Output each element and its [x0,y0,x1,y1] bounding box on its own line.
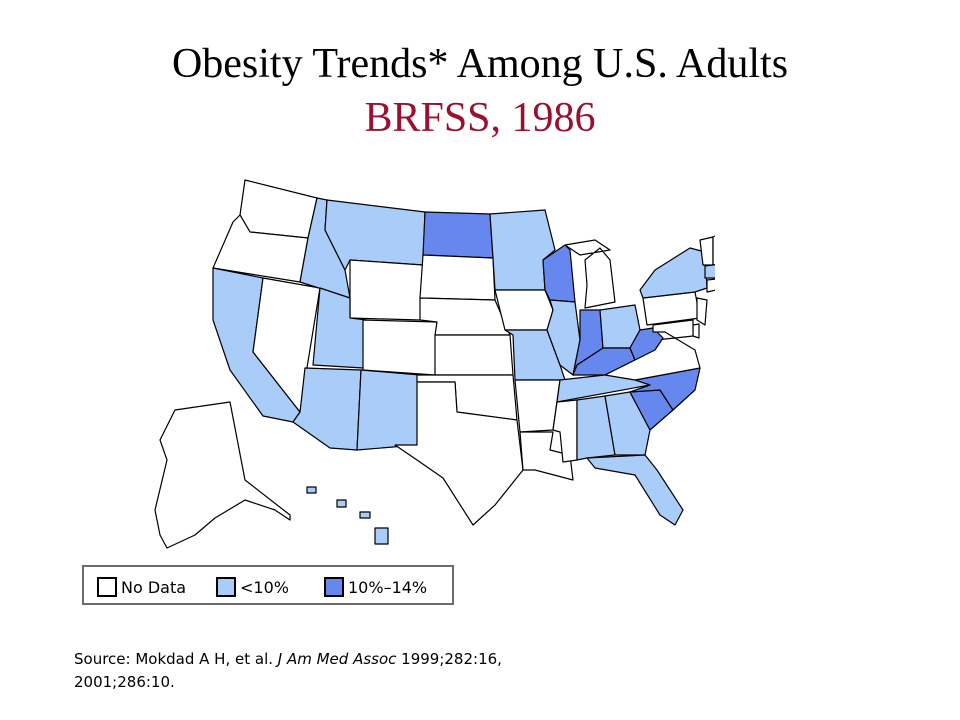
state-DE [692,323,700,339]
state-VT [699,236,714,266]
hawaii-island-kauai [306,486,317,494]
state-WV [629,327,664,361]
legend-item-10to14: 10%–14% [324,576,427,598]
legend-item-nodata: No Data [97,576,186,598]
legend-label-nodata: No Data [121,577,187,597]
legend-label-10to14: 10%–14% [348,577,428,597]
state-IA [494,289,554,331]
state-MI [564,239,616,309]
state-CT [706,278,715,293]
state-FL [586,454,684,526]
state-MT [324,199,426,271]
state-NC [629,367,701,411]
state-LA [519,431,574,481]
state-WY [349,259,424,321]
source-citation: Source: Mokdad A H, et al. J Am Med Asso… [74,648,694,694]
slide-title: Obesity Trends* Among U.S. Adults [171,41,789,87]
state-AZ [292,367,362,451]
legend-swatch-lt10 [216,577,236,597]
hawaii-island-oahu [336,499,347,508]
legend-swatch-nodata [97,577,117,597]
source-suffix: 1999;282:16, [396,650,502,668]
state-GA [604,391,651,456]
state-MA [704,264,715,279]
state-CO [362,319,438,376]
source-line2: 2001;286:10. [74,673,175,691]
state-ND [422,211,494,259]
state-MD [652,319,694,339]
us-obesity-map [154,179,715,549]
source-prefix: Source: Mokdad A H, et al. [74,650,278,668]
state-NM [356,369,421,451]
state-AK [154,401,291,549]
state-NH [712,235,715,266]
state-WA [239,179,318,239]
legend-label-lt10: <10% [240,577,289,597]
map-legend: No Data <10% 10%–14% [82,565,454,605]
state-SD [419,254,496,301]
state-NJ [696,297,708,326]
slide-subtitle: BRFSS, 1986 [364,95,596,141]
state-TX [394,381,524,526]
source-journal: J Am Med Assoc [277,650,397,668]
state-HI [306,486,389,545]
hawaii-island-big [374,527,389,545]
state-AL [576,395,616,461]
state-NY [639,247,708,299]
state-KS [434,334,514,376]
legend-swatch-10to14 [324,577,344,597]
legend-item-lt10: <10% [216,576,289,598]
state-IL [546,299,581,376]
hawaii-island-maui [359,511,371,519]
